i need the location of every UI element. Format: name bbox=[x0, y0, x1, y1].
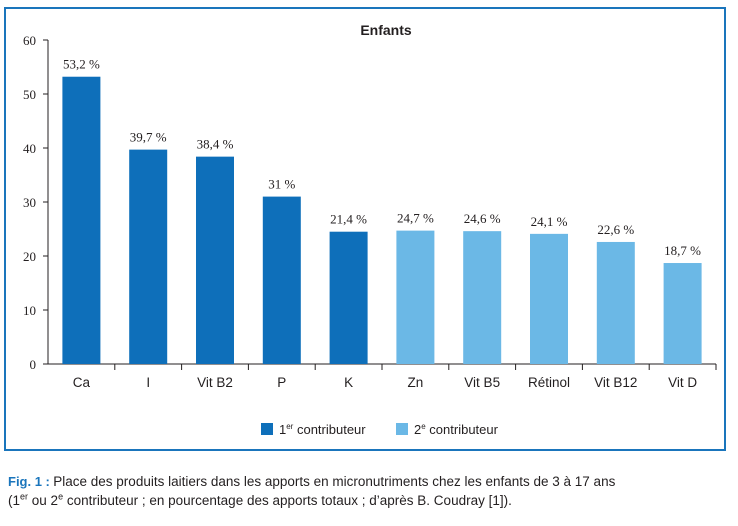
chart-frame bbox=[4, 7, 726, 451]
data-label: 31 % bbox=[268, 177, 295, 192]
category-label: Vit B2 bbox=[197, 375, 233, 390]
data-label: 24,7 % bbox=[397, 211, 434, 226]
bar-p bbox=[262, 196, 301, 364]
bar-vit-b2 bbox=[196, 156, 234, 364]
bar-zn bbox=[396, 230, 435, 364]
y-tick-label: 60 bbox=[23, 33, 36, 48]
category-label: I bbox=[146, 375, 150, 390]
legend-swatch bbox=[261, 423, 273, 435]
y-tick-label: 50 bbox=[23, 87, 36, 102]
data-label: 53,2 % bbox=[63, 57, 100, 72]
y-tick-label: 20 bbox=[23, 249, 36, 264]
y-tick-label: 10 bbox=[23, 303, 36, 318]
caption-sup1: er bbox=[20, 491, 29, 502]
category-label: Vit B12 bbox=[594, 375, 637, 390]
y-tick-label: 0 bbox=[30, 357, 37, 372]
legend-swatch bbox=[396, 423, 408, 435]
data-label: 38,4 % bbox=[197, 137, 234, 152]
y-tick-label: 40 bbox=[23, 141, 36, 156]
caption-end: contributeur ; en pourcentage des apport… bbox=[63, 493, 512, 508]
bar-rétinol bbox=[530, 233, 568, 364]
category-label: P bbox=[277, 375, 286, 390]
data-label: 24,1 % bbox=[531, 214, 568, 229]
bar-vit-d bbox=[663, 263, 702, 364]
figure-label: Fig. 1 : bbox=[8, 474, 50, 489]
legend: 1er contributeur 2e contributeur bbox=[261, 422, 499, 437]
data-label: 24,6 % bbox=[464, 211, 501, 226]
category-label: K bbox=[344, 375, 353, 390]
data-label: 22,6 % bbox=[597, 222, 634, 237]
bar-ca bbox=[62, 76, 101, 364]
caption-mid: ou 2 bbox=[28, 493, 59, 508]
chart-title: Enfants bbox=[360, 22, 412, 38]
caption-line1: Place des produits laitiers dans les app… bbox=[53, 474, 616, 489]
bar-vit-b5 bbox=[463, 231, 502, 364]
category-label: Vit D bbox=[668, 375, 697, 390]
y-tick-label: 30 bbox=[23, 195, 36, 210]
data-label: 39,7 % bbox=[130, 130, 167, 145]
figure-caption: Fig. 1 : Place des produits laitiers dan… bbox=[8, 472, 732, 510]
category-label: Zn bbox=[408, 375, 424, 390]
legend-label: 1er contributeur bbox=[279, 422, 366, 437]
caption-open: (1 bbox=[8, 493, 21, 508]
category-label: Vit B5 bbox=[464, 375, 500, 390]
category-label: Ca bbox=[73, 375, 91, 390]
data-label: 21,4 % bbox=[330, 212, 367, 227]
bar-i bbox=[129, 149, 168, 364]
legend-label: 2e contributeur bbox=[414, 422, 499, 437]
bar-k bbox=[329, 231, 368, 364]
bar-vit-b12 bbox=[596, 241, 635, 364]
data-label: 18,7 % bbox=[664, 243, 701, 258]
caption-sup2: e bbox=[58, 491, 64, 502]
category-label: Rétinol bbox=[528, 375, 570, 390]
bars: 53,2 % Ca 39,7 % I 38,4 % Vit B2 31 % P 21,4 % K 2… bbox=[62, 57, 702, 390]
